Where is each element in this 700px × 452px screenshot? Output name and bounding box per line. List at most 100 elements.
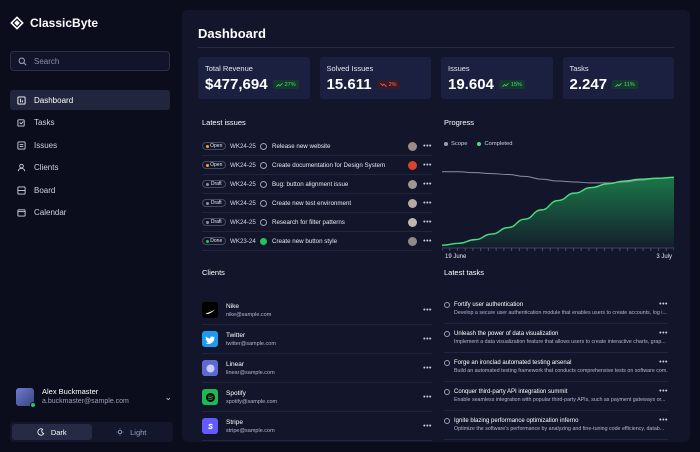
task-head: Fortify user authentication — [444, 302, 668, 308]
main-panel: Dashboard Total Revenue $477,694 27% Solved… — [182, 10, 690, 442]
sidebar-item-calendar[interactable]: Calendar — [10, 203, 170, 223]
circle-icon[interactable] — [260, 199, 267, 207]
progress-title: Progress — [444, 118, 475, 127]
user-profile[interactable]: Alex Buckmaster a.buckmaster@sample.com … — [16, 386, 172, 408]
more-icon[interactable]: ••• — [423, 199, 432, 207]
list-item[interactable]: Fortify user authentication Develop a sec… — [444, 295, 668, 324]
chevron-down-icon[interactable]: ⌄ — [164, 391, 172, 402]
circle-icon[interactable] — [444, 360, 450, 366]
more-icon[interactable]: ••• — [423, 237, 432, 245]
client-info: Spotify spotify@sample.com — [226, 389, 277, 406]
more-icon[interactable]: ••• — [423, 306, 432, 314]
x-tick-label-start: 19 June — [445, 254, 467, 260]
more-icon[interactable]: ••• — [423, 393, 432, 401]
client-email: stripe@sample.com — [226, 427, 275, 434]
sidebar-item-board[interactable]: Board — [10, 180, 170, 200]
circle-icon[interactable] — [260, 161, 267, 169]
circle-icon[interactable] — [260, 142, 267, 150]
more-icon[interactable]: ••• — [423, 161, 432, 169]
task-title: Conquer third-party API integration summ… — [454, 389, 568, 395]
circle-icon[interactable] — [444, 331, 450, 337]
circle-icon[interactable] — [444, 302, 450, 308]
issue-title: Research for filter patterns — [272, 218, 345, 226]
app-name: ClassicByte — [30, 16, 99, 30]
more-icon[interactable]: ••• — [659, 330, 668, 337]
clients-icon — [17, 164, 26, 172]
more-icon[interactable]: ••• — [659, 417, 668, 424]
circle-icon[interactable] — [444, 418, 450, 424]
list-item[interactable]: Stripe stripe@sample.com ••• — [202, 412, 432, 441]
user-name: Alex Buckmaster — [42, 387, 99, 396]
stat-value: 15.611 — [326, 76, 372, 93]
more-icon[interactable]: ••• — [423, 364, 432, 372]
list-item[interactable]: Forge an ironclad automated testing arse… — [444, 353, 668, 382]
legend-swatch-scope — [444, 142, 448, 146]
change-value: 11% — [624, 81, 635, 88]
issue-title: Bug: button alignment issue — [272, 180, 349, 188]
progress-chart: 19 June 3 July — [442, 171, 674, 260]
light-theme-button[interactable]: Light — [92, 424, 172, 440]
table-row[interactable]: Open WK24-25 Release new website ••• — [202, 137, 432, 156]
scope-line — [442, 171, 674, 184]
more-icon[interactable]: ••• — [423, 142, 432, 150]
sidebar-item-issues[interactable]: Issues — [10, 135, 170, 155]
more-icon[interactable]: ••• — [423, 422, 432, 430]
client-name: Stripe — [226, 418, 243, 426]
calendar-icon — [17, 209, 26, 218]
circle-icon[interactable] — [260, 218, 267, 226]
issue-code: WK24-25 — [230, 161, 256, 169]
sidebar-item-clients[interactable]: Clients — [10, 158, 170, 178]
more-icon[interactable]: ••• — [659, 388, 668, 395]
more-icon[interactable]: ••• — [659, 301, 668, 308]
list-item[interactable]: Spotify spotify@sample.com ••• — [202, 383, 432, 412]
completed-line — [442, 176, 674, 246]
client-logo — [202, 389, 218, 405]
change-value: 15% — [510, 81, 522, 88]
client-logo — [202, 418, 218, 434]
search-icon — [18, 57, 27, 65]
avatar — [16, 388, 36, 408]
task-head: Ignite blazing performance optimization … — [444, 418, 668, 424]
list-item[interactable]: Unleash the power of data visualization I… — [444, 324, 668, 353]
dark-theme-button[interactable]: Dark — [12, 424, 92, 440]
change-value: 27% — [284, 81, 296, 88]
tasks-list: Fortify user authentication Develop a sec… — [444, 295, 668, 440]
more-icon[interactable]: ••• — [659, 359, 668, 366]
table-row[interactable]: Draft WK24-25 Create new test environment •… — [202, 194, 432, 213]
moon-icon — [37, 428, 45, 436]
status-dot — [206, 201, 210, 205]
task-description: Optimize the software's performance by a… — [454, 426, 665, 432]
logo[interactable]: ClassicByte — [10, 16, 98, 30]
list-item[interactable]: Twitter twitter@sample.com ••• — [202, 325, 432, 354]
legend-scope: Scope — [444, 141, 467, 147]
stat-label: Solved Issues — [326, 64, 374, 73]
clients-title: Clients — [202, 268, 225, 277]
search-box[interactable] — [10, 51, 170, 71]
list-item[interactable]: Nike nike@sample.com ••• — [202, 296, 432, 325]
board-icon — [17, 186, 26, 195]
more-icon[interactable]: ••• — [423, 335, 432, 343]
table-row[interactable]: Done WK23-24 Create new button style ••• — [202, 232, 432, 251]
table-row[interactable]: Draft WK24-25 Bug: button alignment issue •… — [202, 175, 432, 194]
status-dot — [205, 144, 209, 148]
status-badge: Done — [202, 237, 226, 245]
client-email: nike@sample.com — [226, 311, 272, 318]
client-info: Nike nike@sample.com — [226, 302, 271, 319]
more-icon[interactable]: ••• — [423, 180, 432, 188]
check-circle-icon[interactable] — [260, 237, 267, 245]
list-item[interactable]: Conquer third-party API integration summ… — [444, 382, 668, 411]
table-row[interactable]: Draft WK24-25 Research for filter patterns… — [202, 213, 432, 232]
issue-title: Create documentation for Design System — [272, 161, 386, 169]
circle-icon[interactable] — [444, 389, 450, 395]
list-item[interactable]: Ignite blazing performance optimization … — [444, 411, 668, 440]
issues-list: Open WK24-25 Release new website ••• Open WK2… — [202, 137, 432, 251]
sidebar-item-tasks[interactable]: Tasks — [10, 113, 170, 133]
latest-issues-title: Latest issues — [202, 118, 246, 127]
circle-icon[interactable] — [260, 180, 267, 188]
search-input[interactable] — [34, 56, 154, 66]
more-icon[interactable]: ••• — [423, 218, 432, 226]
sidebar-item-dashboard[interactable]: Dashboard — [10, 90, 170, 110]
table-row[interactable]: Open WK24-25 Create documentation for Desi… — [202, 156, 432, 175]
avatar — [408, 236, 418, 246]
list-item[interactable]: Linear linear@sample.com ••• — [202, 354, 432, 383]
